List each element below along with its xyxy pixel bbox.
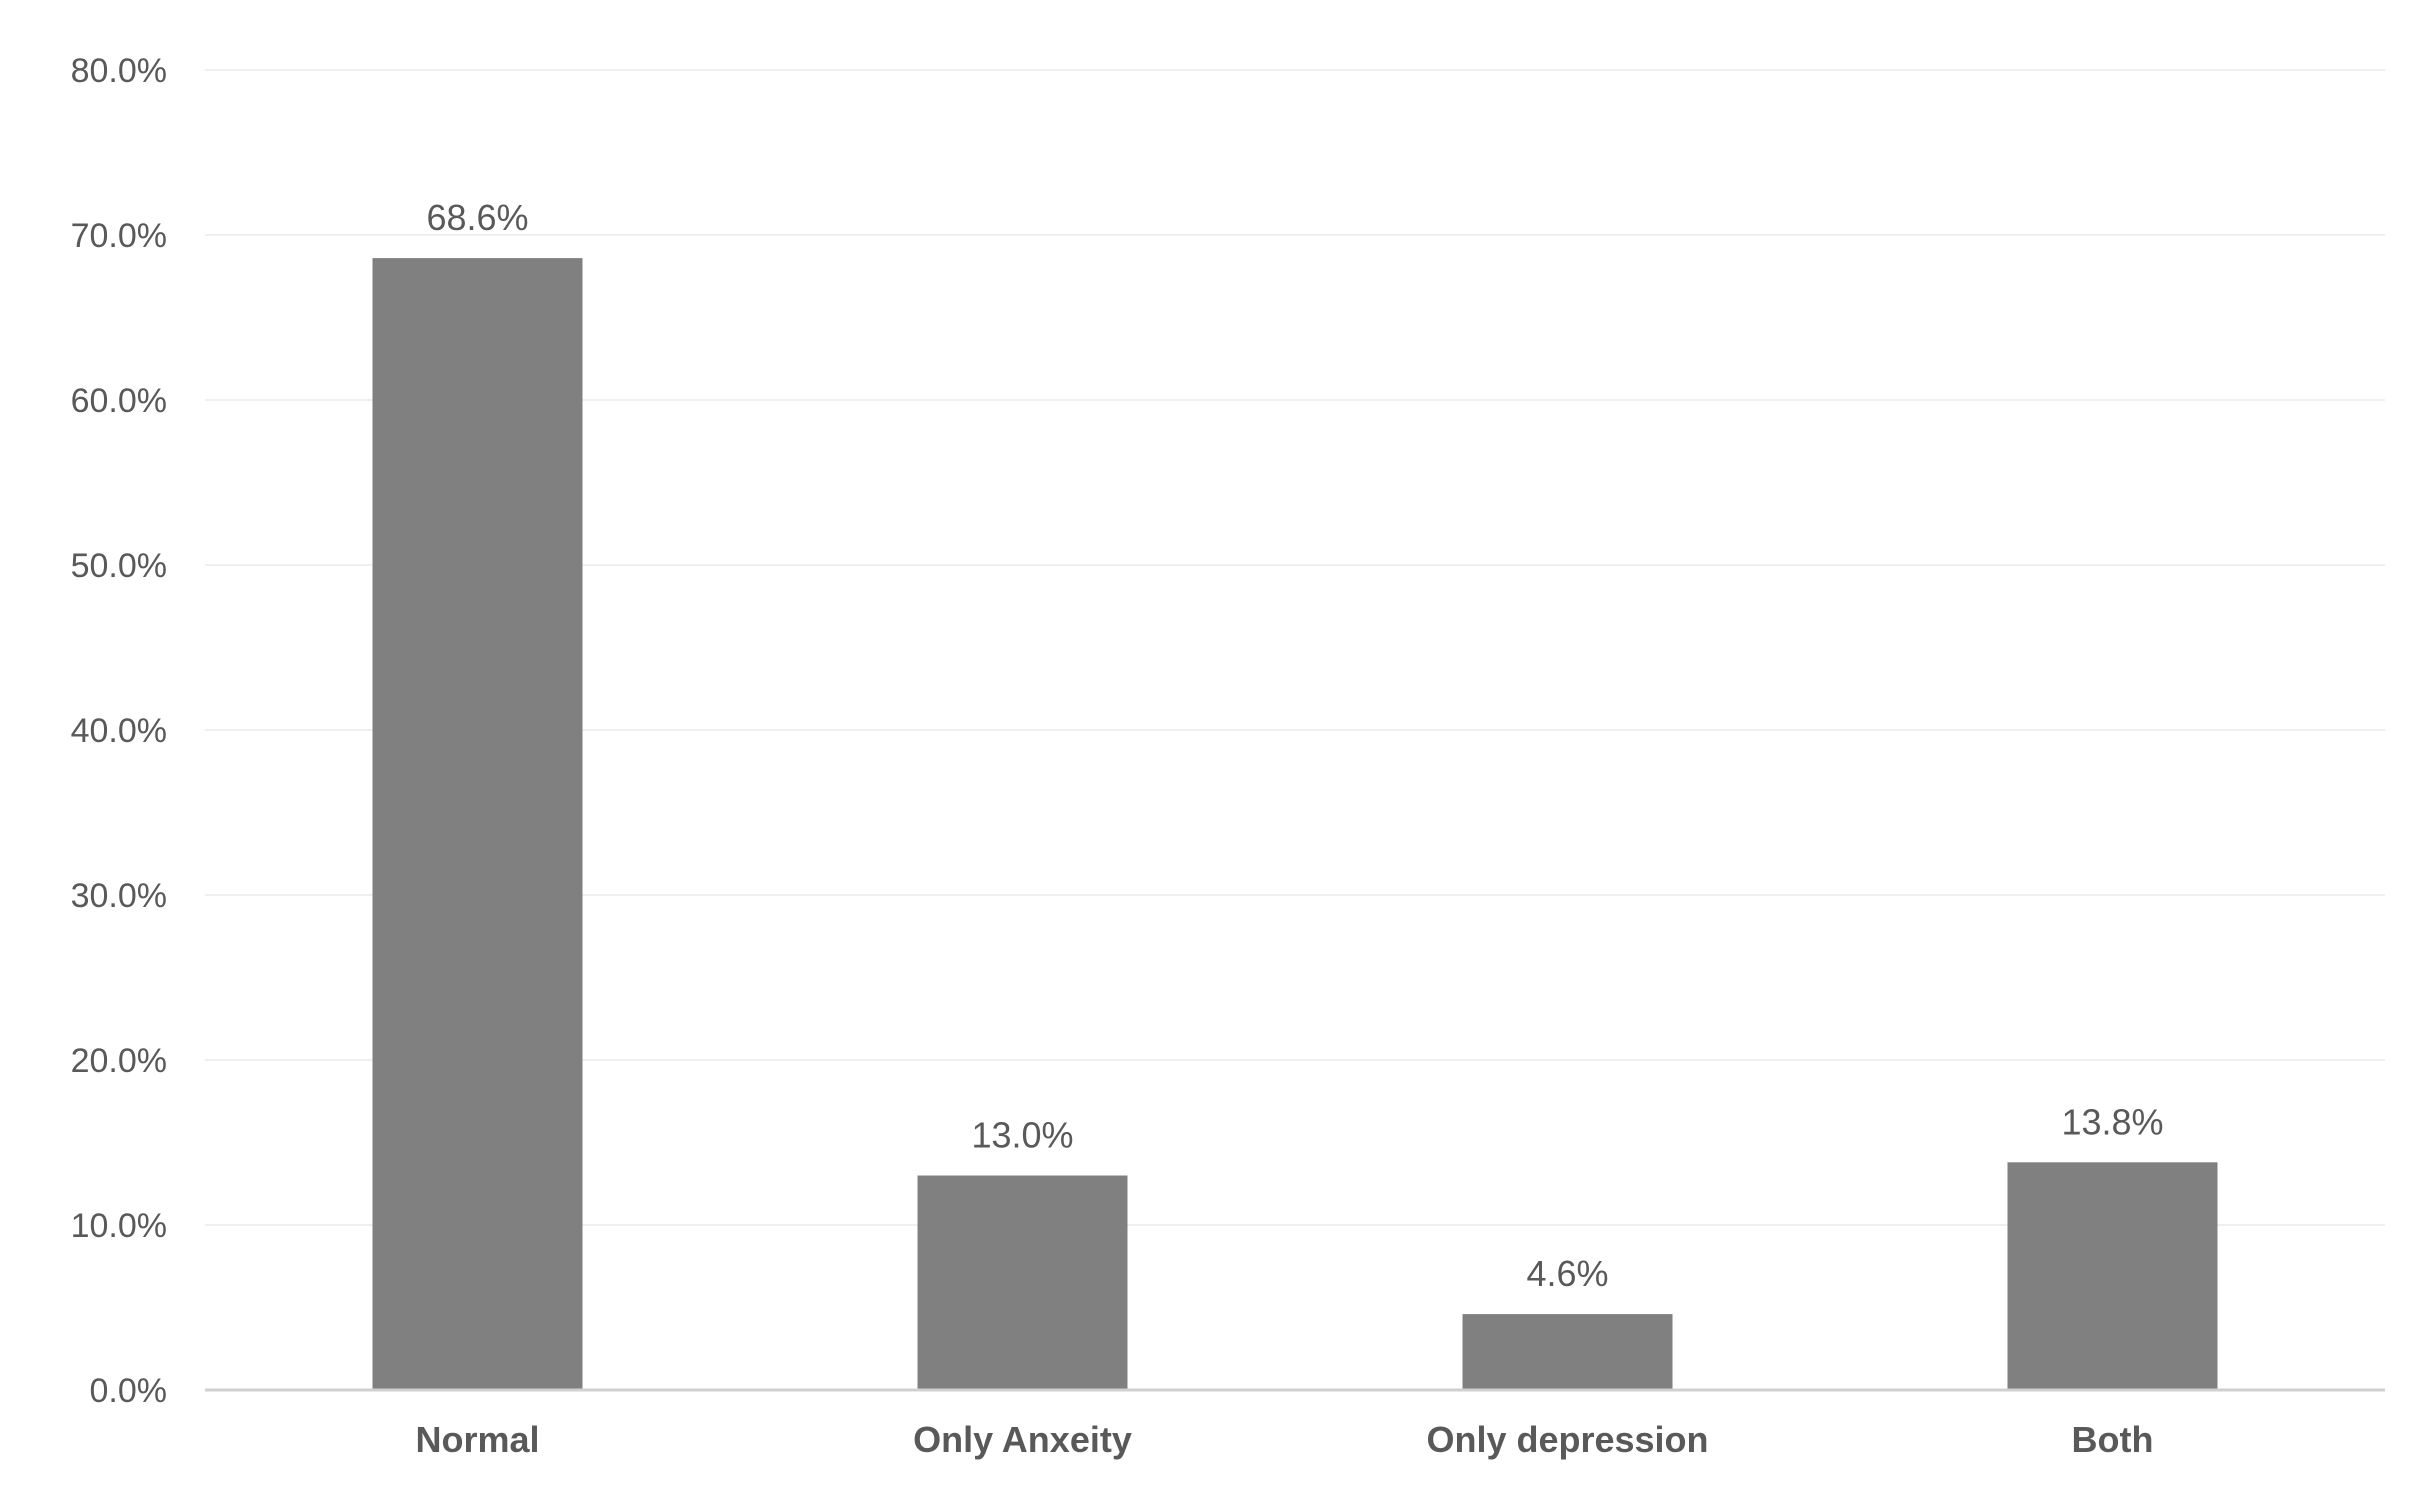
y-tick-label-4: 40.0%: [71, 712, 167, 750]
y-tick-label-8: 80.0%: [71, 52, 167, 90]
bar-1: [917, 1175, 1128, 1390]
y-tick-label-2: 20.0%: [71, 1042, 167, 1080]
y-tick-label-7: 70.0%: [71, 217, 167, 255]
data-label-1: 13.0%: [971, 1115, 1073, 1156]
category-label-2: Only depression: [1426, 1419, 1708, 1460]
data-label-3: 13.8%: [2061, 1101, 2163, 1142]
data-label-0: 68.6%: [426, 197, 528, 238]
bar-3: [2007, 1162, 2218, 1390]
bar-2: [1462, 1314, 1673, 1390]
category-label-0: Normal: [415, 1419, 539, 1460]
y-tick-label-0: 0.0%: [90, 1372, 168, 1410]
category-label-1: Only Anxeity: [913, 1419, 1132, 1460]
bar-0: [372, 258, 583, 1391]
x-axis-categories: Normal Only Anxeity Only depression Both: [415, 1419, 2153, 1460]
y-tick-label-6: 60.0%: [71, 382, 167, 420]
category-label-3: Both: [2072, 1419, 2154, 1460]
y-tick-label-5: 50.0%: [71, 547, 167, 585]
y-axis-ticks: 0.0% 10.0% 20.0% 30.0% 40.0% 50.0% 60.0% 70.0% 8…: [71, 52, 167, 1410]
data-labels: 68.6% 13.0% 4.6% 13.8%: [426, 197, 2163, 1294]
bars: [372, 258, 2218, 1391]
data-label-2: 4.6%: [1526, 1253, 1608, 1294]
y-tick-label-3: 30.0%: [71, 877, 167, 915]
y-tick-label-1: 10.0%: [71, 1207, 167, 1245]
